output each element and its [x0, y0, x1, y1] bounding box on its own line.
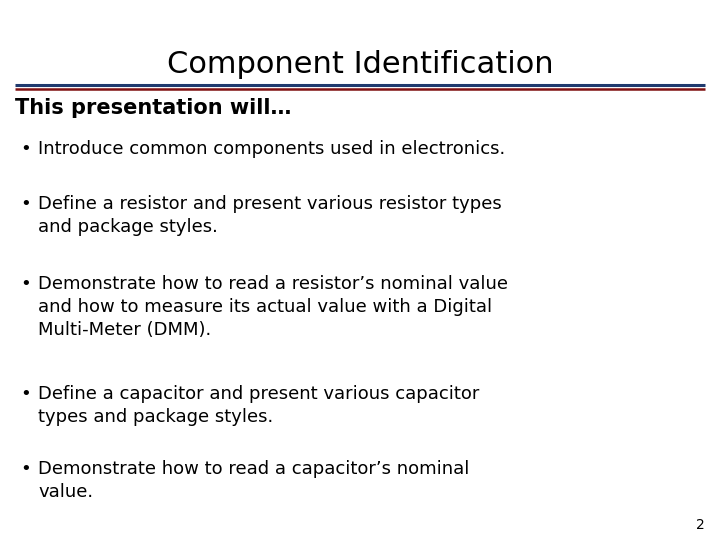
- Text: •: •: [20, 195, 31, 213]
- Text: •: •: [20, 460, 31, 478]
- Text: Define a capacitor and present various capacitor
types and package styles.: Define a capacitor and present various c…: [38, 385, 480, 426]
- Text: •: •: [20, 275, 31, 293]
- Text: 2: 2: [696, 518, 705, 532]
- Text: Introduce common components used in electronics.: Introduce common components used in elec…: [38, 140, 505, 158]
- Text: Component Identification: Component Identification: [167, 50, 553, 79]
- Text: Demonstrate how to read a resistor’s nominal value
and how to measure its actual: Demonstrate how to read a resistor’s nom…: [38, 275, 508, 339]
- Text: •: •: [20, 140, 31, 158]
- Text: Define a resistor and present various resistor types
and package styles.: Define a resistor and present various re…: [38, 195, 502, 236]
- Text: This presentation will…: This presentation will…: [15, 98, 292, 118]
- Text: Demonstrate how to read a capacitor’s nominal
value.: Demonstrate how to read a capacitor’s no…: [38, 460, 469, 501]
- Text: •: •: [20, 385, 31, 403]
